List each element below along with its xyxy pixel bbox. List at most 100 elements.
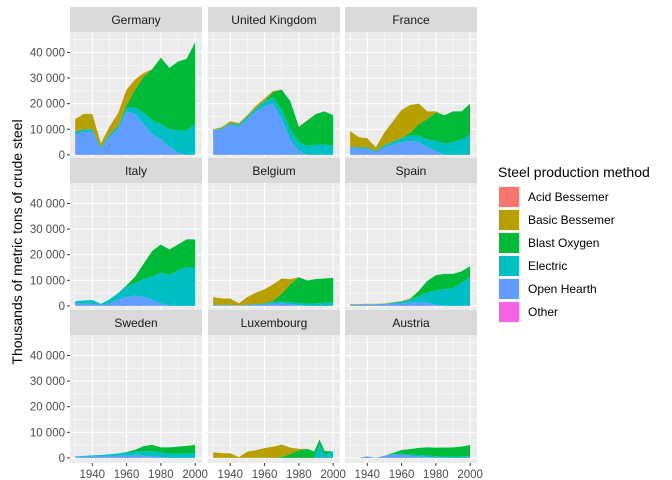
legend: Steel production method Acid Bessemer Bas…: [498, 164, 650, 323]
legend-swatch-open-hearth: [499, 279, 519, 299]
legend-label: Open Hearth: [528, 282, 597, 296]
legend-title: Steel production method: [498, 164, 650, 180]
area-open-hearth-sweden: [75, 455, 196, 458]
area-electric-austria: [358, 453, 471, 458]
y-tick-label: 40 000: [30, 350, 65, 362]
y-tick-label: 40 000: [30, 47, 65, 59]
area-electric-sweden: [75, 451, 196, 458]
strip-austria: [345, 310, 477, 335]
y-tick-label: 30 000: [30, 73, 65, 85]
areas-united-kingdom: [213, 89, 334, 155]
legend-swatch-other: [499, 302, 519, 322]
panel-background: [345, 335, 477, 463]
x-tick-label: 2000: [320, 469, 346, 480]
panel-france: France: [345, 7, 477, 160]
x-tick-label: 1940: [79, 469, 105, 480]
strip-label-sweden: Sweden: [114, 316, 157, 330]
y-tick-label: 0: [59, 301, 65, 313]
strip-france: [345, 7, 477, 32]
strip-italy: [70, 158, 202, 183]
strip-united-kingdom: [208, 7, 340, 32]
area-open-hearth-belgium: [213, 303, 334, 306]
legend-label: Other: [528, 305, 558, 319]
area-blast-oxygen-luxembourg: [213, 439, 334, 458]
area-electric-belgium: [213, 301, 334, 306]
y-tick-label: 0: [59, 453, 65, 465]
panel-spain: Spain: [345, 158, 477, 311]
areas-germany: [75, 42, 196, 155]
legend-item-acid-bessemer: Acid Bessemer: [498, 186, 609, 208]
legend-item-basic-bessemer: Basic Bessemer: [498, 209, 615, 231]
x-tick-label: 2000: [457, 469, 483, 480]
areas-italy: [75, 239, 196, 306]
legend-label: Acid Bessemer: [528, 190, 609, 204]
legend-swatch-blast-oxygen: [499, 233, 519, 253]
area-blast-oxygen-france: [350, 103, 471, 152]
areas-spain: [350, 266, 471, 306]
panel-italy: Italy 0 10 000 20 000 30 000 40 000: [30, 158, 202, 313]
areas-sweden: [75, 444, 196, 458]
legend-swatch-basic-bessemer: [499, 210, 519, 230]
y-axis-title: Thousands of metric tons of crude steel: [9, 119, 25, 364]
y-tick-label: 10 000: [30, 124, 65, 136]
area-basic-bessemer-france: [350, 103, 471, 152]
area-blast-oxygen-belgium: [213, 277, 334, 306]
area-blast-oxygen-austria: [358, 444, 471, 458]
legend-label: Electric: [528, 259, 567, 273]
x-tick-label: 1980: [148, 469, 174, 480]
strip-label-luxembourg: Luxembourg: [241, 316, 308, 330]
area-electric-luxembourg: [213, 444, 334, 458]
y-tick-label: 30 000: [30, 224, 65, 236]
panel-background: [70, 335, 202, 463]
y-tick-label: 40 000: [30, 198, 65, 210]
x-tick-label: 1940: [354, 469, 380, 480]
area-open-hearth-united-kingdom: [213, 103, 334, 155]
area-blast-oxygen-italy: [75, 239, 196, 304]
legend-item-blast-oxygen: Blast Oxygen: [498, 232, 599, 254]
strip-germany: [70, 7, 202, 32]
area-blast-oxygen-germany: [75, 42, 196, 148]
panel-united-kingdom: United Kingdom: [208, 7, 340, 160]
strip-label-germany: Germany: [111, 13, 160, 27]
strip-luxembourg: [208, 310, 340, 335]
facet-panels: Germany 0 10 000 20 000 30 000 40 000 United K…: [30, 7, 483, 480]
legend-swatch-acid-bessemer: [499, 187, 519, 207]
area-blast-oxygen-spain: [350, 266, 471, 305]
y-tick-label: 20 000: [30, 250, 65, 262]
strip-label-belgium: Belgium: [252, 164, 295, 178]
legend-item-other: Other: [498, 301, 558, 323]
strip-label-italy: Italy: [125, 164, 147, 178]
area-open-hearth-germany: [75, 111, 196, 155]
y-tick-label: 10 000: [30, 275, 65, 287]
x-tick-label: 1980: [286, 469, 312, 480]
area-electric-spain: [350, 276, 471, 306]
x-tick-label: 1940: [217, 469, 243, 480]
areas-luxembourg: [213, 439, 334, 458]
panel-belgium: Belgium: [208, 158, 340, 311]
strip-label-austria: Austria: [392, 316, 430, 330]
legend-label: Basic Bessemer: [528, 213, 615, 227]
x-tick-label: 1960: [114, 469, 140, 480]
area-open-hearth-spain: [350, 302, 471, 306]
y-tick-label: 20 000: [30, 99, 65, 111]
area-electric-italy: [75, 267, 196, 306]
area-electric-united-kingdom: [213, 97, 334, 155]
area-blast-oxygen-sweden: [75, 444, 196, 457]
panel-luxembourg: Luxembourg 1940 1960 1980 2000: [208, 310, 346, 480]
y-tick-label: 10 000: [30, 427, 65, 439]
x-tick-label: 2000: [182, 469, 208, 480]
area-basic-bessemer-luxembourg: [213, 439, 334, 458]
legend-label: Blast Oxygen: [528, 236, 599, 250]
areas-belgium: [213, 277, 334, 306]
strip-label-spain: Spain: [396, 164, 427, 178]
panel-austria: Austria 1940 1960 1980 2000: [345, 310, 483, 480]
strip-sweden: [70, 310, 202, 335]
y-tick-label: 30 000: [30, 376, 65, 388]
area-open-hearth-france: [350, 140, 471, 155]
y-tick-label: 0: [59, 150, 65, 162]
strip-belgium: [208, 158, 340, 183]
x-tick-label: 1960: [389, 469, 415, 480]
areas-austria: [358, 444, 471, 458]
area-electric-germany: [75, 107, 196, 155]
